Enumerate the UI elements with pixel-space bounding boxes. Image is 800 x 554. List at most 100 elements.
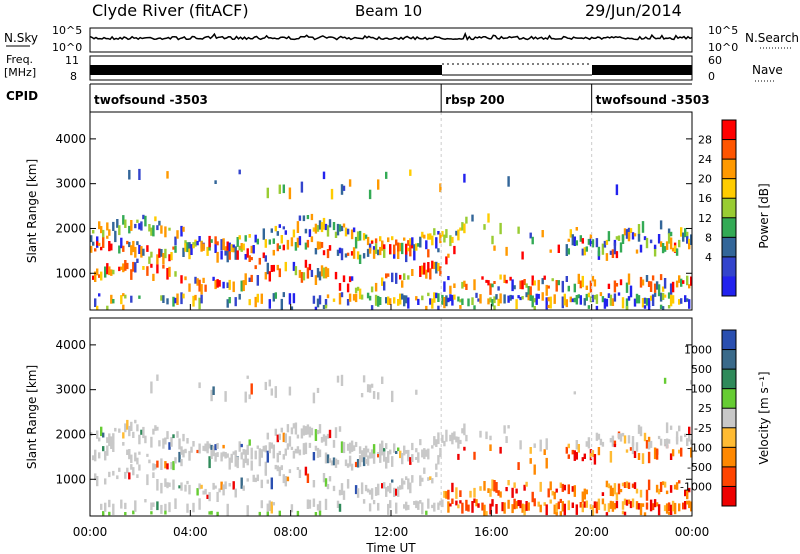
- heatmap-cell: [647, 298, 651, 308]
- heatmap-cell: [627, 273, 631, 285]
- heatmap-cell: [332, 485, 336, 492]
- heatmap-cell: [415, 243, 418, 251]
- heatmap-cell: [324, 452, 328, 464]
- heatmap-cell: [521, 503, 524, 513]
- heatmap-cell: [643, 297, 647, 304]
- heatmap-cell: [150, 263, 153, 268]
- heatmap-cell: [102, 446, 105, 452]
- heatmap-cell: [370, 240, 374, 244]
- heatmap-cell: [615, 283, 619, 287]
- heatmap-cell: [381, 240, 384, 251]
- heatmap-cell: [435, 237, 438, 249]
- heatmap-cell: [573, 297, 577, 303]
- heatmap-cell: [545, 284, 548, 296]
- heatmap-cell: [649, 440, 653, 448]
- heatmap-cell: [405, 243, 408, 255]
- heatmap-cell: [441, 499, 444, 508]
- heatmap-cell: [290, 306, 294, 310]
- freq-left-label-1: Freq.: [6, 53, 33, 66]
- heatmap-cell: [593, 454, 597, 465]
- heatmap-cell: [461, 298, 464, 305]
- heatmap-cell: [126, 262, 129, 270]
- heatmap-cell: [629, 228, 633, 233]
- heatmap-cell: [108, 441, 111, 447]
- heatmap-cell: [166, 431, 169, 440]
- heatmap-cell: [607, 503, 611, 513]
- heatmap-cell: [521, 280, 524, 290]
- heatmap-cell: [688, 299, 691, 309]
- heatmap-cell: [601, 441, 605, 447]
- heatmap-cell: [609, 294, 613, 306]
- heatmap-cell: [635, 442, 639, 452]
- heatmap-cell: [314, 248, 318, 255]
- heatmap-cell: [485, 279, 488, 283]
- heatmap-cell: [314, 306, 318, 310]
- heatmap-cell: [298, 269, 302, 278]
- heatmap-cell: [222, 241, 225, 250]
- heatmap-cell: [435, 439, 438, 447]
- heatmap-cell: [545, 438, 548, 450]
- heatmap-cell: [611, 487, 615, 497]
- heatmap-cell: [214, 452, 217, 462]
- heatmap-cell: [557, 280, 561, 286]
- power-heatmap: [90, 112, 693, 310]
- heatmap-cell: [220, 452, 223, 462]
- heatmap-cell: [489, 435, 492, 441]
- heatmap-cell: [669, 425, 673, 430]
- heatmap-cell: [621, 501, 625, 510]
- heatmap-cell: [322, 434, 326, 442]
- heatmap-cell: [543, 502, 546, 506]
- heatmap-cell: [346, 443, 350, 451]
- heatmap-cell: [260, 293, 264, 304]
- heatmap-cell: [278, 268, 282, 278]
- heatmap-cell: [443, 440, 446, 447]
- heatmap-cell: [597, 433, 601, 440]
- heatmap-cell: [340, 374, 344, 386]
- heatmap-cell: [320, 265, 324, 277]
- heatmap-cell: [688, 426, 691, 436]
- heatmap-cell: [377, 502, 380, 511]
- heatmap-cell: [368, 247, 372, 254]
- heatmap-cell: [571, 449, 575, 455]
- heatmap-cell: [324, 478, 328, 487]
- heatmap-cell: [517, 462, 520, 470]
- heatmap-cell: [182, 226, 185, 232]
- heatmap-cell: [671, 281, 675, 293]
- heatmap-cell: [284, 476, 288, 487]
- heatmap-cell: [665, 438, 669, 449]
- heatmap-cell: [228, 279, 231, 290]
- heatmap-cell: [276, 434, 280, 443]
- heatmap-cell: [589, 453, 593, 458]
- heatmap-cell: [659, 304, 663, 309]
- heatmap-cell: [613, 293, 617, 302]
- colorbar-segment: [722, 217, 736, 238]
- heatmap-cell: [202, 277, 205, 283]
- heatmap-cell: [617, 483, 621, 495]
- heatmap-cell: [573, 391, 577, 395]
- heatmap-cell: [346, 479, 350, 489]
- colorbar-tick-label: 500: [691, 363, 712, 376]
- heatmap-cell: [154, 425, 157, 431]
- heatmap-cell: [156, 426, 159, 431]
- heatmap-cell: [599, 438, 603, 446]
- heatmap-cell: [150, 227, 153, 236]
- heatmap-cell: [521, 296, 524, 300]
- heatmap-cell: [473, 451, 476, 460]
- heatmap-cell: [304, 259, 308, 268]
- heatmap-cell: [272, 444, 276, 455]
- heatmap-cell: [607, 293, 611, 298]
- heatmap-cell: [397, 486, 400, 497]
- heatmap-cell: [114, 230, 117, 243]
- heatmap-cell: [156, 225, 159, 231]
- heatmap-cell: [649, 239, 653, 244]
- heatmap-cell: [549, 249, 552, 253]
- heatmap-cell: [368, 384, 372, 393]
- heatmap-cell: [397, 447, 400, 452]
- heatmap-cell: [617, 235, 621, 241]
- heatmap-cell: [282, 454, 286, 460]
- heatmap-cell: [571, 234, 575, 246]
- heatmap-cell: [272, 264, 276, 272]
- heatmap-cell: [352, 294, 356, 301]
- heatmap-cell: [182, 247, 185, 257]
- heatmap-cell: [669, 504, 673, 515]
